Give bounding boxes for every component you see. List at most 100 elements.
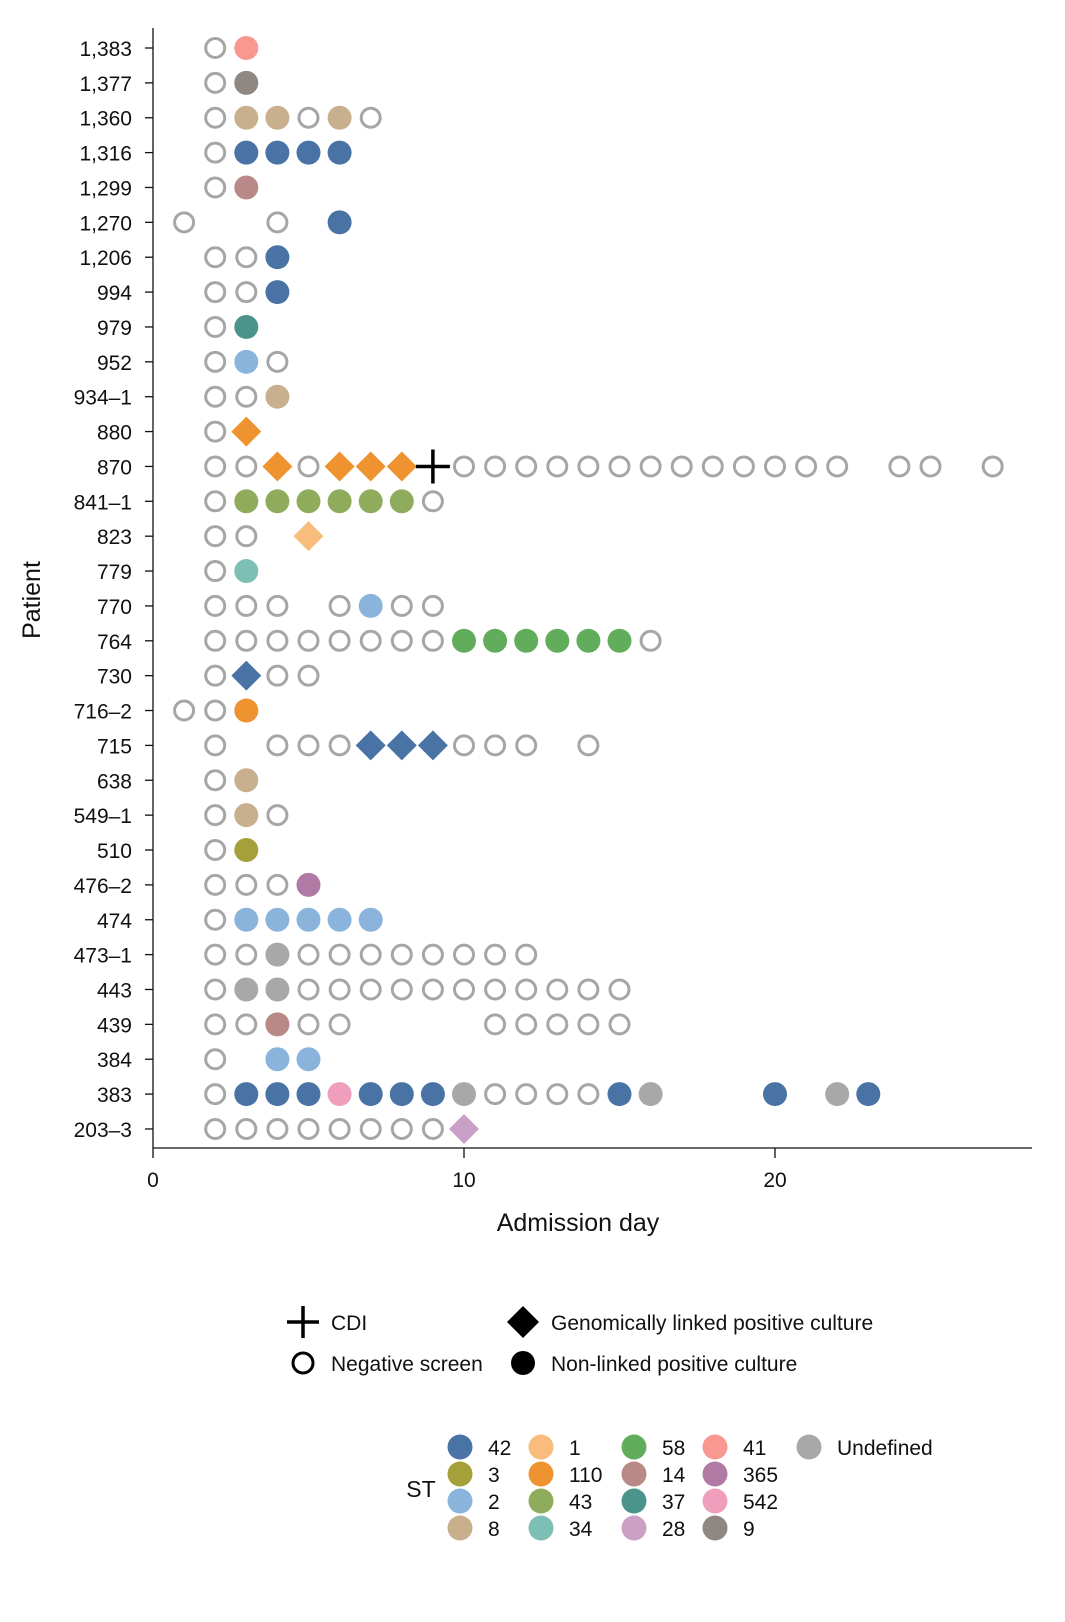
negative-screen-marker <box>204 699 227 722</box>
y-ticks: 1,383 1,377 1,360 1,316 1,299 1,270 1,206 994 97… <box>74 38 153 1142</box>
st-legend-label: 365 <box>743 1464 778 1487</box>
negative-screen-marker <box>670 455 693 478</box>
patient-row <box>173 210 352 235</box>
st-legend-label: 542 <box>743 1491 778 1514</box>
negative-screen-marker <box>981 455 1004 478</box>
negative-screen-marker <box>204 943 227 966</box>
patient-row <box>204 70 259 95</box>
patient-row <box>204 521 324 552</box>
y-tick-label: 979 <box>97 317 132 340</box>
y-tick-label: 549–1 <box>74 805 132 828</box>
y-tick-label: 934–1 <box>74 387 132 410</box>
negative-screen-marker <box>266 804 289 827</box>
negative-screen-marker <box>515 943 538 966</box>
negative-screen-marker <box>453 978 475 1001</box>
x-ticks: 0 10 20 <box>147 1148 787 1192</box>
non-linked-positive-marker <box>234 698 259 723</box>
non-linked-positive-marker <box>327 105 352 130</box>
non-linked-positive-marker <box>234 105 259 130</box>
non-linked-positive-marker <box>265 1012 290 1037</box>
negative-screen-marker <box>390 1117 413 1140</box>
negative-screen-marker <box>421 490 444 513</box>
y-tick-label: 841–1 <box>74 491 132 514</box>
non-linked-positive-marker <box>763 1082 787 1107</box>
st-legend-swatch <box>796 1434 822 1460</box>
y-tick-label: 203–3 <box>74 1119 132 1142</box>
st-legend-item: 2 <box>447 1488 500 1514</box>
y-tick-label: 439 <box>97 1014 132 1037</box>
negative-screen-marker <box>390 943 413 966</box>
negative-screen-marker <box>390 629 413 652</box>
negative-screen-marker <box>204 804 227 827</box>
negative-screen-legend-marker <box>291 1351 315 1375</box>
non-linked-positive-marker <box>389 489 414 514</box>
negative-screen-marker <box>421 978 444 1001</box>
non-linked-positive-marker <box>296 1047 321 1072</box>
linked-positive-marker <box>449 1113 479 1144</box>
non-linked-positive-marker <box>265 942 290 967</box>
y-tick-label: 779 <box>97 561 132 584</box>
st-legend-label: 41 <box>743 1437 766 1460</box>
x-tick-label: 10 <box>452 1169 475 1192</box>
st-legend-item: 8 <box>447 1515 500 1541</box>
y-tick-label: 770 <box>97 596 132 619</box>
negative-screen-marker <box>328 943 351 966</box>
y-tick-label: 715 <box>97 735 132 758</box>
y-tick-label: 474 <box>97 910 132 933</box>
negative-screen-marker <box>546 1013 569 1036</box>
patient-row <box>204 416 262 447</box>
marker-legend-label: CDI <box>331 1312 367 1335</box>
negative-screen-marker <box>453 455 475 478</box>
negative-screen-marker <box>204 315 227 338</box>
negative-screen-marker <box>204 734 227 757</box>
negative-screen-marker <box>795 455 818 478</box>
negative-screen-marker <box>204 664 227 687</box>
patient-row <box>204 768 259 793</box>
y-tick-label: 1,377 <box>79 73 132 96</box>
negative-screen-marker <box>453 734 475 757</box>
negative-screen-marker <box>701 455 724 478</box>
marker-legend-item: Genomically linked positive culture <box>507 1306 873 1338</box>
st-legend-label: 37 <box>662 1491 685 1514</box>
negative-screen-marker <box>204 1117 227 1140</box>
st-legend-label: 2 <box>488 1491 500 1514</box>
x-tick-label: 20 <box>763 1169 786 1192</box>
non-linked-positive-marker <box>234 838 259 863</box>
non-linked-positive-marker <box>296 872 321 897</box>
negative-screen-marker <box>297 455 320 478</box>
non-linked-positive-marker <box>825 1082 850 1107</box>
st-legend-swatch <box>528 1434 554 1460</box>
st-legend-swatch <box>528 1461 554 1487</box>
linked-positive-marker <box>262 451 293 482</box>
negative-screen-marker <box>204 350 227 373</box>
non-linked-positive-marker <box>265 245 290 270</box>
patient-row <box>204 559 259 584</box>
st-legend-item: 58 <box>621 1434 685 1460</box>
non-linked-positive-marker <box>327 210 352 235</box>
non-linked-positive-marker <box>234 1082 259 1107</box>
non-linked-positive-marker <box>234 907 259 932</box>
negative-screen-marker <box>173 211 196 234</box>
non-linked-positive-marker <box>358 489 383 514</box>
linked-positive-marker <box>231 416 262 447</box>
st-legend-swatch <box>621 1515 647 1541</box>
negative-screen-marker <box>266 350 289 373</box>
non-linked-positive-marker <box>296 140 321 165</box>
non-linked-positive-marker <box>389 1082 414 1107</box>
negative-screen-marker <box>266 1117 289 1140</box>
y-tick-label: 1,206 <box>79 247 132 270</box>
negative-screen-marker <box>235 1117 258 1140</box>
st-legend-label: 1 <box>569 1437 581 1460</box>
non-linked-positive-marker <box>545 628 570 653</box>
x-tick-label: 0 <box>147 1169 159 1192</box>
negative-screen-marker <box>577 978 600 1001</box>
marker-legend: CDI Genomically linked positive culture Ne… <box>287 1306 873 1376</box>
negative-screen-marker <box>297 734 320 757</box>
st-legend-item: 9 <box>702 1515 755 1541</box>
non-linked-positive-marker <box>234 977 259 1002</box>
negative-screen-marker <box>919 455 942 478</box>
cdi-marker <box>287 1306 319 1338</box>
negative-screen-marker <box>235 1013 258 1036</box>
negative-screen-marker <box>421 1117 444 1140</box>
negative-screen-marker <box>266 629 289 652</box>
